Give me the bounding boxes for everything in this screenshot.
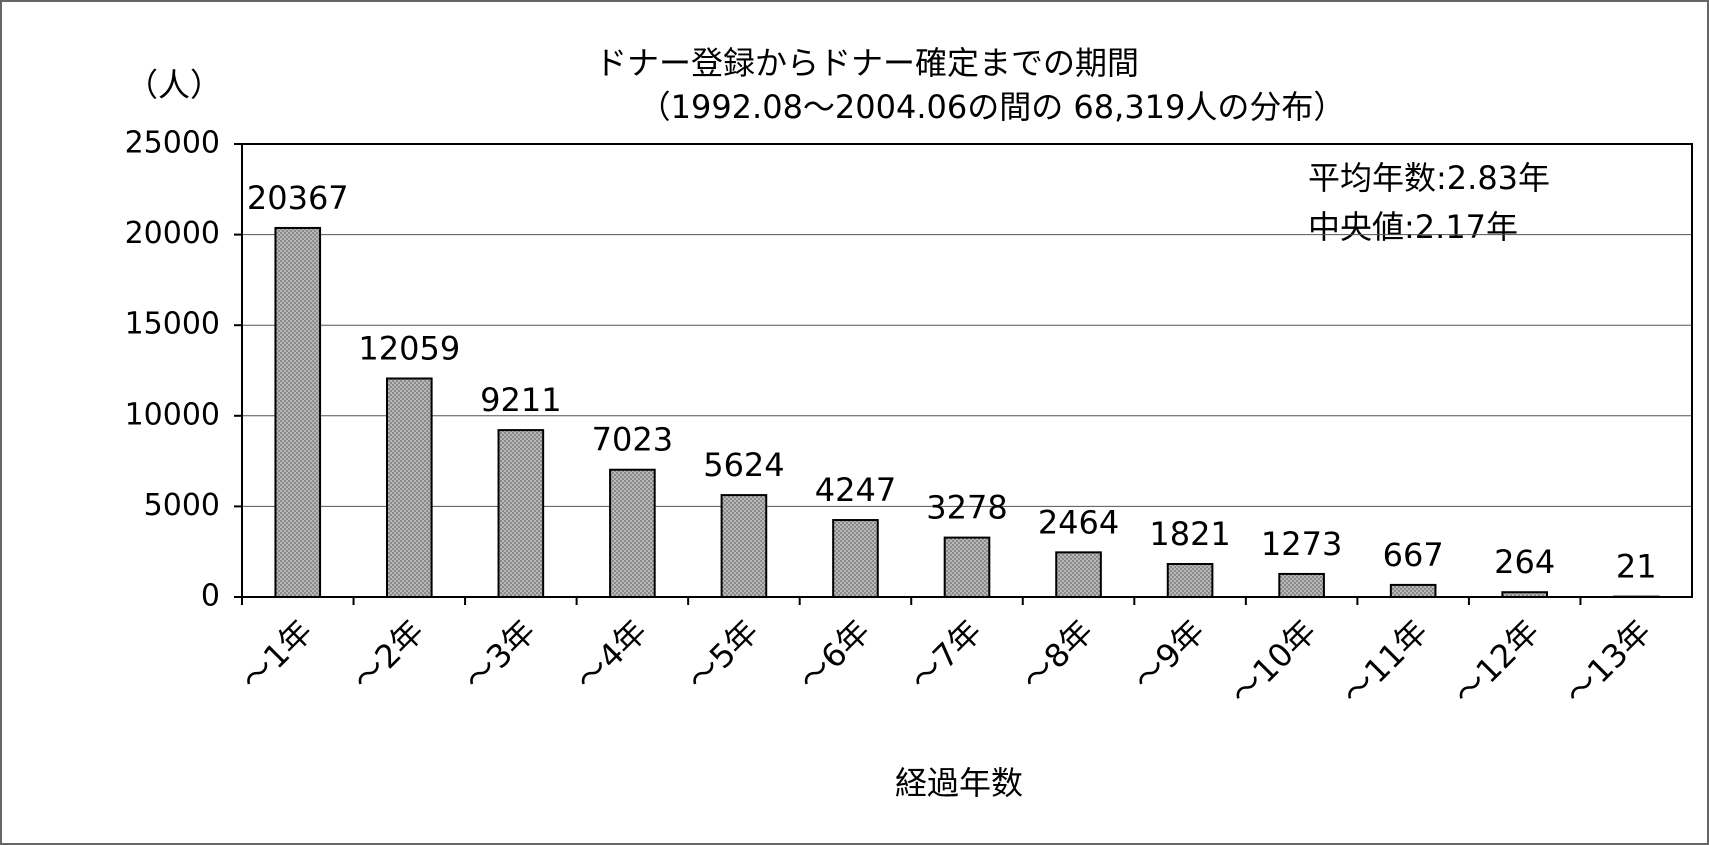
x-axis-label: 経過年数 [895,764,1023,802]
data-label: 4247 [815,471,896,509]
chart-subtitle: （1992.08～2004.06の間の 68,319人の分布） [639,88,1346,126]
bar [274,226,322,599]
y-tick-label: 5000 [144,488,220,523]
x-tick-label: ～8年 [1014,612,1101,699]
x-tick-label: ～4年 [568,612,655,699]
bar [832,519,879,599]
bar [1166,563,1214,598]
data-label: 12059 [358,329,460,367]
x-tick-label: ～13年 [1557,612,1658,713]
data-label: 5624 [703,446,784,484]
bar [943,536,991,599]
data-label: 9211 [480,381,561,419]
x-tick-label: ～3年 [456,612,543,699]
x-tick-label: ～2年 [345,612,432,699]
x-tick-label: ～11年 [1334,612,1435,713]
bar [1278,572,1325,598]
y-tick-label: 20000 [125,216,220,251]
y-tick-label: 10000 [125,397,220,432]
bar [1501,591,1549,598]
data-label: 264 [1494,543,1555,581]
y-tick-label: 25000 [125,126,220,161]
x-tick-label: ～9年 [1126,612,1213,699]
bar [1389,583,1437,598]
annotation: 中央値:2.17年 [1308,208,1518,246]
x-tick-label: ～5年 [679,612,766,699]
data-label: 1821 [1149,515,1230,553]
data-label: 20367 [247,179,349,217]
data-label: 21 [1616,548,1657,586]
bar [1055,551,1102,598]
y-tick-label: 15000 [125,307,220,342]
x-tick-label: ～7年 [902,612,989,699]
x-tick-label: ～10年 [1223,612,1324,713]
x-tick-label: ～6年 [791,612,878,699]
bar [497,429,545,598]
data-label: 3278 [926,489,1007,527]
data-label: 2464 [1038,503,1119,541]
annotation: 平均年数:2.83年 [1308,159,1550,197]
x-tick-label: ～12年 [1446,612,1547,713]
bar [720,494,768,598]
data-label: 7023 [592,421,673,459]
chart-title: ドナー登録からドナー確定までの期間 [595,44,1139,82]
y-tick-label: 0 [201,579,220,614]
bar [386,377,433,598]
bar [609,468,656,598]
data-label: 667 [1383,536,1444,574]
x-tick-label: ～1年 [233,612,320,699]
data-label: 1273 [1261,525,1342,563]
y-axis-label: （人） [126,66,222,104]
